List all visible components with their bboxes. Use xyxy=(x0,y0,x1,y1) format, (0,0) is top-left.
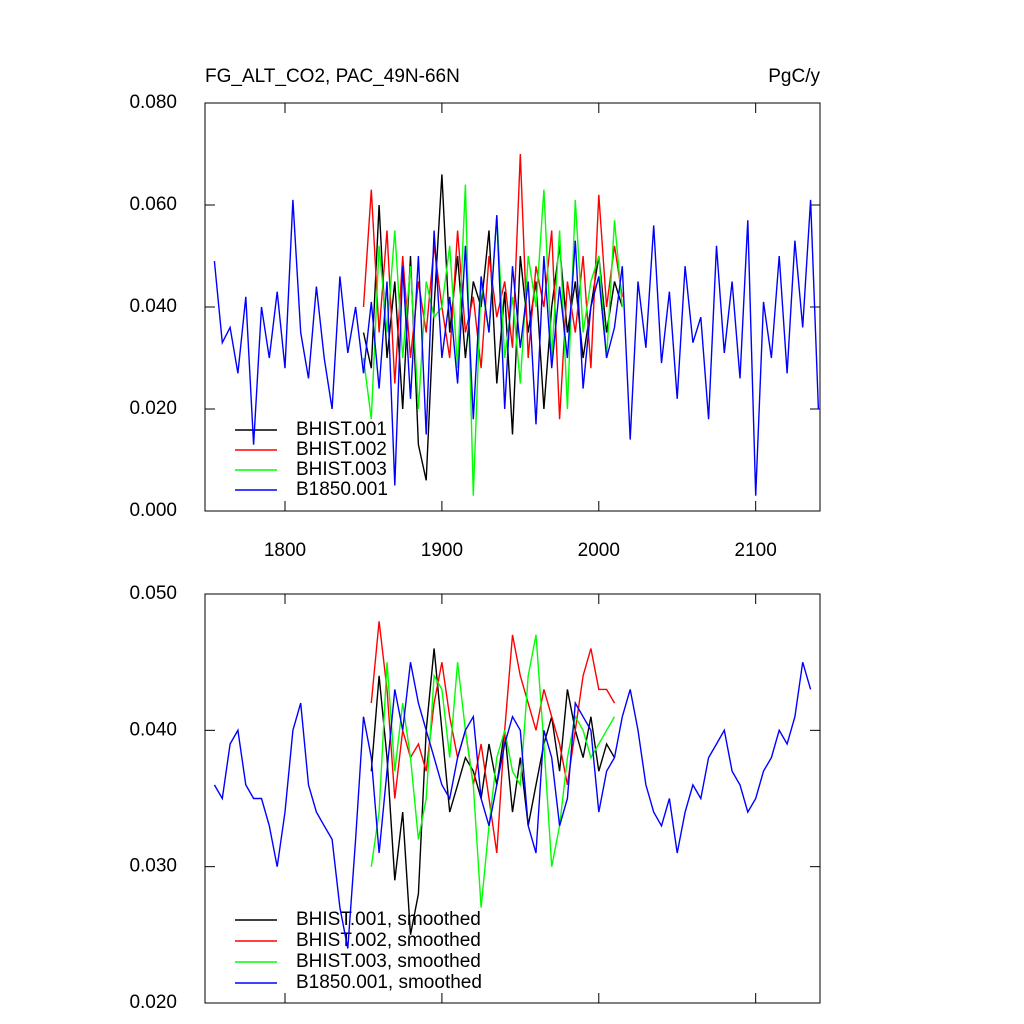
y-tick-label: 0.040 xyxy=(129,296,177,317)
x-tick-label: 1900 xyxy=(421,540,463,561)
legend-label: B1850.001 xyxy=(296,479,388,500)
units-label: PgC/y xyxy=(768,66,820,87)
series-line xyxy=(362,184,623,496)
x-tick-label: 2000 xyxy=(578,540,620,561)
legend-label: BHIST.001, smoothed xyxy=(296,909,481,930)
chart-title: FG_ALT_CO2, PAC_49N-66N xyxy=(205,66,460,87)
legend-label: BHIST.003 xyxy=(296,459,387,480)
y-tick-label: 0.030 xyxy=(129,856,177,877)
y-tick-label: 0.060 xyxy=(129,194,177,215)
legend-label: BHIST.003, smoothed xyxy=(296,951,481,972)
legend-label: BHIST.001 xyxy=(296,419,387,440)
y-tick-label: 0.050 xyxy=(129,583,177,604)
x-tick-label: 1800 xyxy=(264,540,306,561)
series-line xyxy=(213,199,820,496)
legend-label: B1850.001, smoothed xyxy=(296,972,482,993)
y-tick-label: 0.000 xyxy=(129,500,177,521)
legend-label: BHIST.002, smoothed xyxy=(296,930,481,951)
series-line xyxy=(370,634,616,908)
legend-label: BHIST.002 xyxy=(296,439,387,460)
y-tick-label: 0.080 xyxy=(129,92,177,113)
series-line xyxy=(370,621,616,854)
plot-frame xyxy=(204,102,821,512)
plot-frame xyxy=(204,593,821,1004)
y-tick-label: 0.020 xyxy=(129,992,177,1013)
y-tick-label: 0.020 xyxy=(129,398,177,419)
series-line xyxy=(213,662,812,949)
y-tick-label: 0.040 xyxy=(129,719,177,740)
x-tick-label: 2100 xyxy=(735,540,777,561)
